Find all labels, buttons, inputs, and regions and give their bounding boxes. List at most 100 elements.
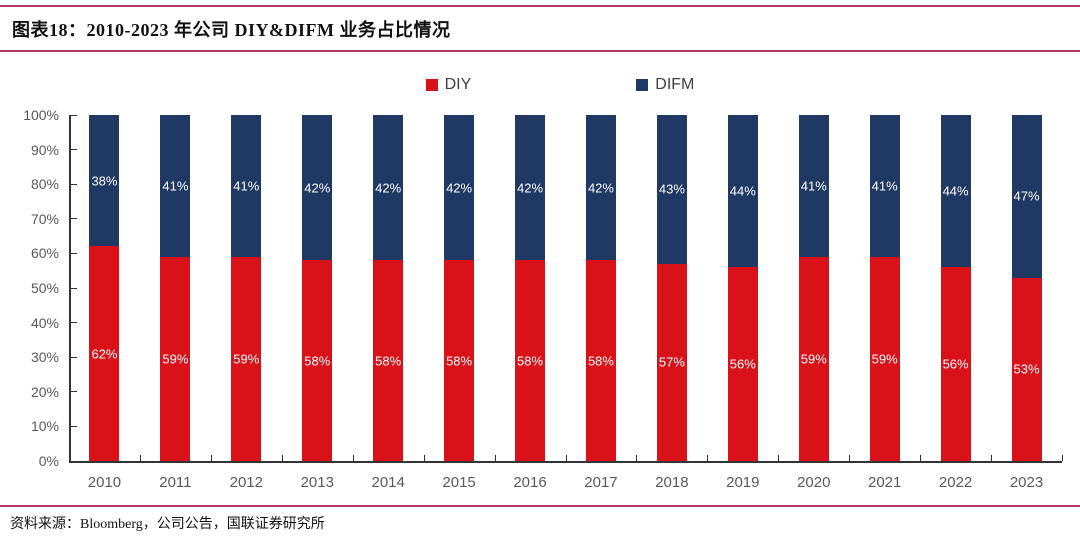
y-axis-tick-label: 10%: [30, 418, 59, 435]
x-axis-tick: [281, 455, 283, 461]
difm-bar-segment: [869, 115, 900, 257]
diy-value-label: 62%: [91, 346, 118, 362]
chart-legend: DIY DIFM: [40, 74, 1080, 96]
y-axis-tick: [71, 460, 77, 462]
x-axis-tick: [69, 455, 70, 461]
diy-value-label: 59%: [800, 351, 827, 367]
diy-bar-segment: [444, 260, 475, 461]
x-axis-category-label: 2014: [371, 474, 405, 491]
y-axis-tick-label: 40%: [30, 314, 59, 331]
x-axis-category-label: 2019: [726, 474, 760, 491]
x-axis-tick: [920, 455, 922, 461]
legend-item-diy: DIY: [425, 76, 472, 94]
x-axis-tick: [707, 455, 709, 461]
x-axis-category-label: 2015: [442, 474, 476, 491]
difm-bar-segment: [373, 115, 404, 261]
y-axis-tick: [71, 322, 77, 324]
y-axis-tick: [71, 287, 77, 289]
diy-bar-segment: [585, 260, 616, 461]
diy-bar-segment: [940, 267, 971, 461]
diy-value-label: 58%: [375, 353, 402, 369]
legend-label-difm: DIFM: [655, 76, 695, 93]
y-axis-tick: [71, 425, 77, 427]
difm-value-label: 43%: [658, 181, 685, 197]
difm-value-label: 42%: [375, 180, 402, 196]
difm-value-label: 38%: [91, 173, 118, 189]
y-axis-tick: [71, 114, 77, 116]
difm-value-label: 44%: [942, 183, 969, 199]
legend-item-difm: DIFM: [636, 76, 694, 94]
difm-bar-segment: [798, 115, 829, 257]
x-axis-category-label: 2016: [513, 474, 547, 491]
x-axis-tick: [210, 455, 212, 461]
y-axis-tick: [71, 391, 77, 393]
y-axis-tick-label: 0%: [38, 453, 59, 469]
diy-value-label: 58%: [517, 353, 544, 369]
difm-value-label: 42%: [587, 180, 614, 196]
diy-value-label: 56%: [942, 356, 969, 372]
y-axis-tick-label: 60%: [30, 245, 59, 262]
diy-bar-segment: [160, 256, 191, 461]
title-bottom-rule: [0, 50, 1080, 52]
x-axis-tick: [352, 455, 354, 461]
diy-bar-segment: [231, 256, 262, 461]
diy-legend-swatch-icon: [425, 79, 438, 91]
diy-bar-segment: [727, 267, 758, 461]
difm-bar-segment: [585, 115, 616, 261]
y-axis-tick-label: 50%: [30, 280, 59, 296]
x-axis-category-label: 2023: [1009, 474, 1044, 491]
y-axis-tick-label: 20%: [30, 383, 59, 400]
difm-bar-segment: [444, 115, 475, 261]
diy-bar-segment: [515, 260, 546, 461]
x-axis-tick: [565, 455, 567, 461]
y-axis-tick: [71, 183, 77, 185]
y-axis-tick: [71, 149, 77, 151]
x-axis-tick: [636, 455, 638, 461]
difm-value-label: 47%: [1013, 188, 1040, 204]
x-axis-category-label: 2013: [300, 474, 334, 491]
y-axis-tick-label: 30%: [30, 349, 59, 366]
difm-bar-segment: [160, 115, 191, 257]
x-axis-tick: [1062, 455, 1063, 461]
x-axis-tick: [991, 455, 993, 461]
diy-value-label: 59%: [233, 351, 260, 367]
source-note: 资料来源：Bloomberg，公司公告，国联证券研究所: [10, 517, 325, 532]
difm-legend-swatch-icon: [636, 79, 649, 91]
legend-label-diy: DIY: [444, 76, 472, 93]
y-axis-tick: [71, 252, 77, 254]
x-axis-tick: [423, 455, 425, 461]
y-axis-tick-label: 70%: [30, 210, 59, 227]
y-axis-tick: [71, 356, 77, 358]
difm-value-label: 44%: [729, 183, 756, 199]
diy-bar-segment: [869, 256, 900, 461]
x-axis-tick: [139, 455, 141, 461]
diy-bar-segment: [1011, 277, 1042, 461]
difm-value-label: 41%: [871, 178, 898, 194]
diy-bar-segment: [798, 256, 829, 461]
y-axis: [69, 115, 71, 461]
x-axis-category-label: 2017: [584, 474, 618, 491]
x-axis-tick: [494, 455, 496, 461]
difm-bar-segment: [727, 115, 758, 268]
x-axis-category-label: 2022: [938, 474, 973, 491]
difm-value-label: 42%: [446, 180, 473, 196]
difm-value-label: 41%: [233, 178, 260, 194]
y-axis-tick-label: 90%: [30, 141, 59, 158]
diy-value-label: 59%: [871, 351, 898, 367]
difm-bar-segment: [1011, 115, 1042, 278]
difm-value-label: 42%: [304, 180, 331, 196]
diy-value-label: 58%: [587, 353, 614, 369]
difm-bar-segment: [940, 115, 971, 268]
x-axis-category-label: 2021: [867, 474, 902, 491]
diy-bar-segment: [302, 260, 333, 461]
diy-value-label: 57%: [658, 354, 685, 370]
difm-bar-segment: [656, 115, 687, 264]
footer-rule: [0, 505, 1080, 507]
difm-value-label: 41%: [162, 178, 189, 194]
diy-value-label: 53%: [1013, 361, 1040, 377]
x-axis-category-label: 2020: [797, 474, 831, 491]
x-axis-category-label: 2018: [655, 474, 689, 491]
y-axis-tick-label: 100%: [23, 107, 59, 123]
